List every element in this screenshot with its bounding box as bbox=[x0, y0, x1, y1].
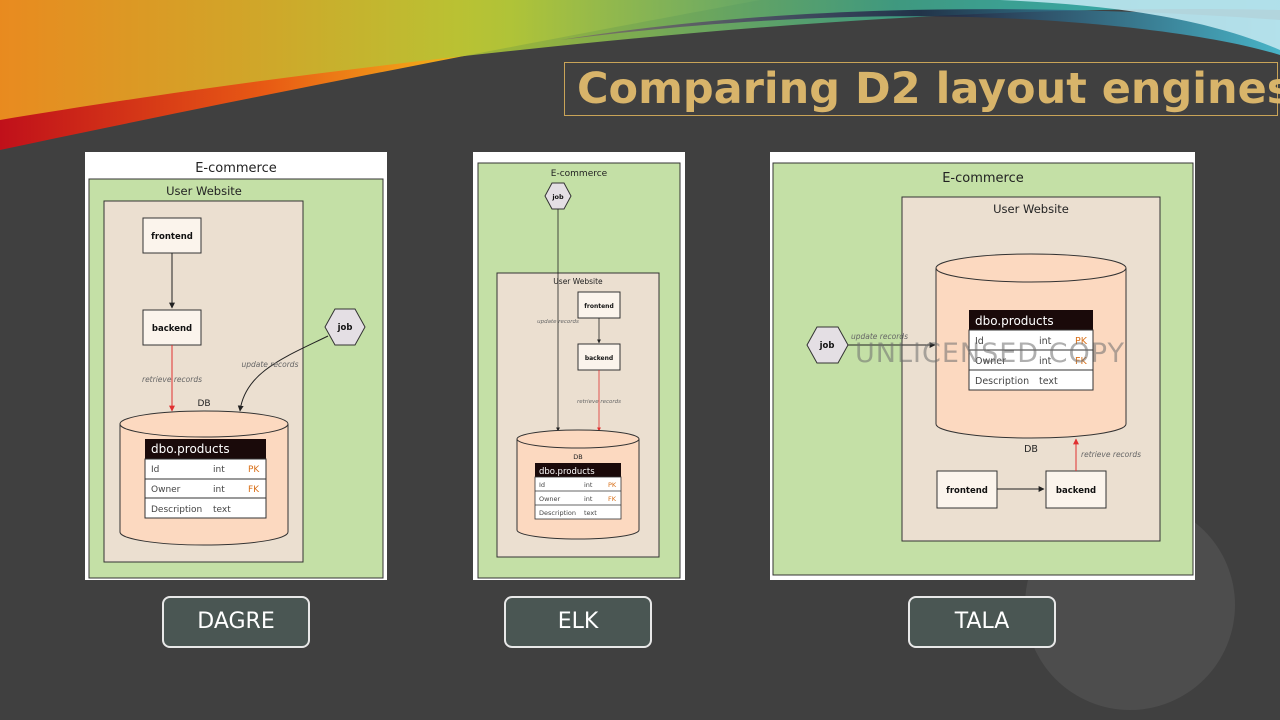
dagre-diagram-panel: E-commerce User Website frontend backend… bbox=[85, 152, 387, 580]
table-row-description-type: text bbox=[1039, 376, 1058, 387]
db-label: DB bbox=[197, 399, 210, 409]
title-frame bbox=[564, 62, 1278, 116]
table-row-description-type: text bbox=[213, 505, 231, 515]
backend-label: backend bbox=[1056, 486, 1096, 496]
table-row-owner-type: int bbox=[1039, 356, 1052, 367]
db-label: DB bbox=[573, 453, 582, 461]
table-row-id-name: Id bbox=[975, 336, 984, 347]
job-label: job bbox=[337, 323, 353, 333]
table-header bbox=[969, 310, 1093, 330]
table-name: dbo.products bbox=[539, 467, 595, 477]
table-row-owner-type: int bbox=[584, 495, 593, 503]
elk-label: ELK bbox=[504, 596, 652, 648]
table-row-description-name: Description bbox=[975, 376, 1029, 387]
table-row-description-type: text bbox=[584, 509, 597, 517]
backend-label: backend bbox=[585, 355, 613, 362]
table-row-owner-type: int bbox=[213, 485, 225, 495]
retrieve-records-label: retrieve records bbox=[577, 399, 621, 405]
table-row-id-type: int bbox=[584, 481, 593, 489]
job-label: job bbox=[551, 193, 564, 201]
backend-node bbox=[1045, 470, 1107, 509]
root-label: E-commerce bbox=[195, 161, 277, 176]
table-row-owner-name: Owner bbox=[975, 356, 1006, 367]
tala-diagram-panel: E-commerce User Website DB dbo.products … bbox=[770, 152, 1195, 580]
table-body bbox=[144, 458, 267, 519]
user-website-label: User Website bbox=[166, 184, 242, 198]
slide-title: Comparing D2 layout engines bbox=[577, 64, 1280, 114]
retrieve-records-label: retrieve records bbox=[142, 375, 202, 384]
tala-label: TALA bbox=[908, 596, 1056, 648]
frontend-label: frontend bbox=[584, 303, 613, 310]
table-row-owner-key: FK bbox=[608, 495, 617, 503]
retrieve-records-label: retrieve records bbox=[1081, 450, 1141, 459]
backend-node bbox=[577, 343, 621, 371]
frontend-label: frontend bbox=[946, 486, 988, 496]
table-header bbox=[535, 463, 621, 477]
table-name: dbo.products bbox=[975, 314, 1054, 328]
table-row-id-name: Id bbox=[539, 481, 545, 489]
table-row-owner-key: FK bbox=[1075, 356, 1087, 367]
elk-diagram-panel: E-commerce job User Website update recor… bbox=[473, 152, 685, 580]
table-row-id-type: int bbox=[1039, 336, 1052, 347]
db-label: DB bbox=[1024, 444, 1038, 455]
job-node bbox=[544, 182, 572, 210]
backend-node bbox=[142, 309, 202, 346]
backend-label: backend bbox=[152, 324, 192, 334]
db-cylinder-top bbox=[119, 410, 289, 438]
decorative-swoosh bbox=[0, 0, 1280, 150]
table-row-description-name: Description bbox=[151, 505, 202, 515]
table-row-id-key: PK bbox=[1075, 336, 1088, 347]
table-row-id-type: int bbox=[213, 465, 225, 475]
frontend-node bbox=[142, 217, 202, 254]
table-row-owner-name: Owner bbox=[151, 485, 181, 495]
table-row-id-key: PK bbox=[608, 481, 617, 489]
table-header bbox=[145, 439, 266, 459]
frontend-label: frontend bbox=[151, 232, 193, 242]
table-body bbox=[534, 476, 622, 520]
db-cylinder-top bbox=[935, 253, 1127, 283]
watermark-text: UNLICENSED COPY bbox=[855, 338, 1125, 369]
table-row-id-key: PK bbox=[248, 465, 260, 475]
user-website-label: User Website bbox=[993, 202, 1069, 216]
update-records-label: update records bbox=[242, 360, 299, 369]
table-row-owner-name: Owner bbox=[539, 495, 561, 503]
table-name: dbo.products bbox=[151, 442, 230, 456]
update-records-label: update records bbox=[851, 332, 908, 341]
root-label: E-commerce bbox=[942, 171, 1024, 186]
frontend-node bbox=[936, 470, 998, 509]
job-node bbox=[806, 326, 849, 364]
table-row-owner-key: FK bbox=[248, 485, 260, 495]
job-label: job bbox=[819, 341, 835, 351]
dagre-label: DAGRE bbox=[162, 596, 310, 648]
table-body bbox=[968, 329, 1094, 391]
table-row-description-name: Description bbox=[539, 509, 576, 517]
table-row-id-name: Id bbox=[151, 465, 159, 475]
db-cylinder-top bbox=[516, 429, 640, 449]
update-records-edge bbox=[237, 335, 329, 412]
update-records-label: update records bbox=[537, 319, 579, 325]
user-website-label: User Website bbox=[553, 277, 603, 286]
job-node bbox=[324, 308, 366, 346]
root-label: E-commerce bbox=[551, 169, 608, 179]
